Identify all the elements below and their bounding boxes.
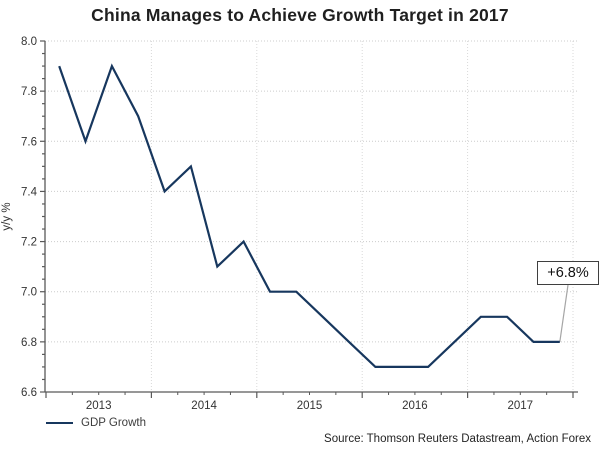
y-tick-label: 7.4: [21, 186, 38, 198]
annotation-callout: +6.8%: [537, 261, 599, 285]
x-tick-label: 2016: [402, 400, 428, 412]
y-axis-label: y/y %: [1, 202, 13, 230]
y-tick-label: 8.0: [21, 36, 37, 48]
chart-title: China Manages to Achieve Growth Target i…: [91, 5, 509, 25]
y-tick-label: 7.0: [21, 287, 37, 299]
source-note: Source: Thomson Reuters Datastream, Acti…: [324, 433, 591, 445]
legend-line-swatch: [46, 422, 73, 424]
legend: GDP Growth: [46, 417, 146, 429]
y-tick-label: 6.8: [21, 337, 37, 349]
x-tick-label: 2014: [191, 400, 217, 412]
legend-label: GDP Growth: [81, 417, 146, 429]
gdp-growth-line: [58, 63, 560, 368]
x-tick-label: 2017: [508, 400, 534, 412]
x-tick-label: 2013: [86, 400, 112, 412]
y-tick-label: 7.8: [21, 86, 37, 98]
y-tick-label: 6.6: [21, 387, 37, 399]
annotation-leader-line: [559, 284, 569, 342]
annotation-label: +6.8%: [547, 265, 589, 281]
y-tick-label: 7.6: [21, 136, 37, 148]
gdp-growth-line-chart: 8.0 7.8 7.6 7.4 7.2 7.0 6.8 6.6 2013 2014 2015 2016…: [1, 36, 578, 412]
y-tick-label: 7.2: [21, 237, 37, 249]
x-tick-label: 2015: [297, 400, 323, 412]
